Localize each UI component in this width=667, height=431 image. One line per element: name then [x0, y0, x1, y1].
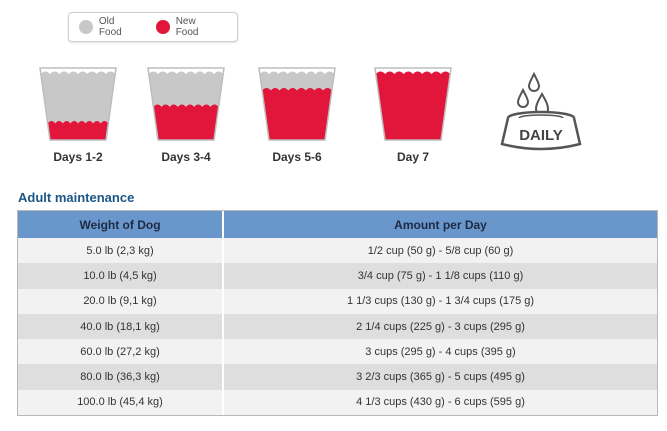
daily-label: DAILY	[519, 127, 563, 144]
amount-cell: 4 1/3 cups (430 g) - 6 cups (595 g)	[356, 396, 525, 409]
table-row: 10.0 lb (4,5 kg) 3/4 cup (75 g) - 1 1/8 …	[18, 263, 657, 289]
amount-cell: 3 cups (295 g) - 4 cups (395 g)	[365, 345, 516, 358]
amount-cell: 3/4 cup (75 g) - 1 1/8 cups (110 g)	[357, 269, 524, 282]
cup-days-1-2: Days 1-2	[37, 62, 119, 164]
cup-label: Days 3-4	[161, 150, 211, 164]
table-row: 100.0 lb (45,4 kg) 4 1/3 cups (430 g) - …	[18, 389, 657, 416]
table-row: 40.0 lb (18,1 kg) 2 1/4 cups (225 g) - 3…	[18, 313, 657, 340]
table-header: Weight of Dog Amount per Day	[18, 211, 657, 238]
new-food-fill	[262, 88, 332, 140]
cup-icon	[374, 67, 452, 141]
amount-cell: 1/2 cup (50 g) - 5/8 cup (60 g)	[367, 244, 514, 257]
cup-days-3-4: Days 3-4	[145, 62, 227, 164]
table-row: 20.0 lb (9,1 kg) 1 1/3 cups (130 g) - 1 …	[18, 288, 657, 314]
header-amount-per-day: Amount per Day	[224, 211, 657, 238]
weight-cell: 40.0 lb (18,1 kg)	[18, 313, 224, 340]
cup-outline	[147, 67, 225, 141]
weight-cell: 60.0 lb (27,2 kg)	[18, 339, 224, 365]
old-food-swatch	[79, 20, 93, 34]
feeding-table: Weight of Dog Amount per Day 5.0 lb (2,3…	[17, 210, 658, 417]
new-food-swatch	[155, 20, 170, 34]
weight-cell: 20.0 lb (9,1 kg)	[18, 288, 224, 314]
table-row: 5.0 lb (2,3 kg) 1/2 cup (50 g) - 5/8 cup…	[18, 238, 657, 264]
cup-icon	[39, 67, 117, 141]
water-drop-icon	[527, 71, 541, 92]
new-food-fill	[375, 71, 451, 140]
section-title: Adult maintenance	[18, 190, 135, 205]
legend-label: New Food	[175, 16, 199, 38]
cup-days-5-6: Days 5-6	[256, 62, 338, 164]
legend-item-new-food: New Food	[155, 16, 221, 38]
water-drop-icon	[516, 87, 530, 108]
cup-label: Days 5-6	[272, 150, 322, 164]
weight-cell: 5.0 lb (2,3 kg)	[18, 238, 224, 264]
new-food-fill	[153, 104, 219, 140]
weight-cell: 80.0 lb (36,3 kg)	[18, 364, 224, 390]
cup-outline	[39, 67, 117, 141]
legend-item-old-food: Old Food	[79, 16, 140, 38]
cup-label: Days 1-2	[53, 150, 103, 164]
cup-icon	[258, 67, 336, 141]
amount-cell: 1 1/3 cups (130 g) - 1 3/4 cups (175 g)	[346, 295, 535, 308]
amount-cell: 2 1/4 cups (225 g) - 3 cups (295 g)	[356, 320, 525, 333]
cup-icon	[147, 67, 225, 141]
header-weight-of-dog: Weight of Dog	[18, 211, 224, 238]
legend-label: Old Food	[98, 16, 122, 38]
legend: Old Food New Food	[68, 12, 238, 42]
table-row: 80.0 lb (36,3 kg) 3 2/3 cups (365 g) - 5…	[18, 364, 657, 390]
daily-bowl-icon: DAILY	[500, 71, 582, 151]
cup-day-7: Day 7	[372, 62, 454, 164]
cup-outline	[258, 67, 336, 141]
table-body: 5.0 lb (2,3 kg) 1/2 cup (50 g) - 5/8 cup…	[18, 238, 657, 416]
weight-cell: 10.0 lb (4,5 kg)	[18, 263, 224, 289]
cup-label: Day 7	[396, 150, 430, 164]
weight-cell: 100.0 lb (45,4 kg)	[18, 389, 224, 416]
table-row: 60.0 lb (27,2 kg) 3 cups (295 g) - 4 cup…	[18, 339, 657, 365]
amount-cell: 3 2/3 cups (365 g) - 5 cups (495 g)	[356, 371, 525, 384]
cup-outline	[374, 67, 452, 141]
new-food-fill	[47, 121, 109, 140]
